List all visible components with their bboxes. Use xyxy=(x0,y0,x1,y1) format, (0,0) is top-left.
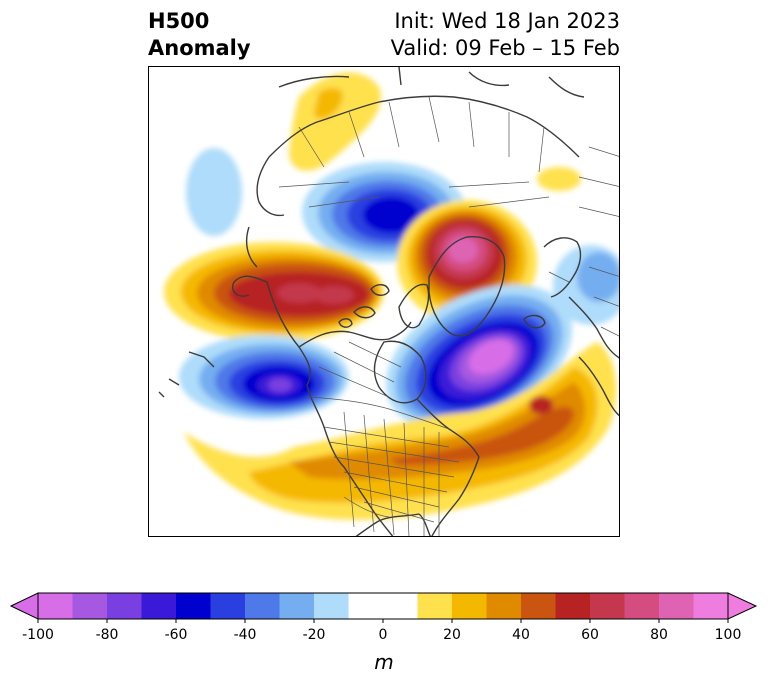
colorbar-tick-labels: -100 -80 -60 -40 -20 0 20 40 60 80 100 xyxy=(0,627,768,647)
anomaly-positive-eastern-us xyxy=(184,342,617,520)
colorbar xyxy=(10,592,758,623)
political-borders xyxy=(278,96,619,536)
colorbar-cell xyxy=(452,593,487,619)
colorbar-tick-label: -20 xyxy=(302,627,326,643)
colorbar-tick-label: -80 xyxy=(95,627,119,643)
anomaly-positive-greenland xyxy=(397,200,537,324)
valid-range: Valid: 09 Feb – 15 Feb xyxy=(390,36,620,60)
colorbar-tick-label: 40 xyxy=(512,627,530,643)
colorbar-tick-label: 0 xyxy=(378,627,388,643)
colorbar-tick-label: 80 xyxy=(650,627,668,643)
colorbar-cell xyxy=(417,593,453,619)
colorbar-tick-label: 20 xyxy=(443,627,461,643)
colorbar-extend-max xyxy=(727,592,758,620)
colorbar-cell xyxy=(590,593,625,619)
colorbar-cell xyxy=(279,593,315,619)
colorbar-cell xyxy=(383,593,418,619)
colorbar-tick-label: -100 xyxy=(22,627,54,643)
anomaly-map xyxy=(148,66,620,537)
coastlines xyxy=(158,67,619,536)
colorbar-ticks xyxy=(37,619,729,623)
date-info: Init: Wed 18 Jan 2023 Valid: 09 Feb – 15… xyxy=(391,8,620,62)
colorbar-tick-label: -60 xyxy=(164,627,188,643)
colorbar-cell xyxy=(245,593,280,619)
anomaly-positive-small xyxy=(537,167,581,191)
colorbar-cell xyxy=(314,593,349,619)
anomaly-positive-north-eurasia xyxy=(289,72,381,171)
anomaly-positive-alaska xyxy=(164,242,384,342)
colorbar-cell xyxy=(693,593,729,619)
colorbar-cell xyxy=(210,593,246,619)
colorbar-cell xyxy=(176,593,211,619)
anomaly-negative-east-edge xyxy=(553,245,619,325)
chart-title: H500 Anomaly xyxy=(148,8,251,62)
colorbar-units: m xyxy=(374,650,394,674)
colorbar-tick-label: 100 xyxy=(714,627,742,643)
colorbar-cells xyxy=(10,592,758,620)
colorbar-extend-min xyxy=(10,592,39,620)
colorbar-cell xyxy=(624,593,660,619)
anomaly-negative-west-pacific xyxy=(186,148,242,236)
anomaly-negative-gulf-alaska xyxy=(179,335,349,419)
colorbar-tick-label: 60 xyxy=(581,627,599,643)
colorbar-tick-label: -40 xyxy=(233,627,257,643)
map-svg xyxy=(149,67,619,536)
colorbar-cell xyxy=(38,593,73,619)
colorbar-cell xyxy=(141,593,177,619)
title-line-1: H500 xyxy=(148,9,210,33)
colorbar-cell xyxy=(555,593,591,619)
colorbar-cell xyxy=(348,593,384,619)
colorbar-cell xyxy=(659,593,694,619)
title-line-2: Anomaly xyxy=(148,36,251,60)
colorbar-cell xyxy=(521,593,556,619)
colorbar-cell xyxy=(486,593,522,619)
init-date: Init: Wed 18 Jan 2023 xyxy=(394,9,620,33)
colorbar-cell xyxy=(107,593,142,619)
colorbar-cell xyxy=(72,593,108,619)
